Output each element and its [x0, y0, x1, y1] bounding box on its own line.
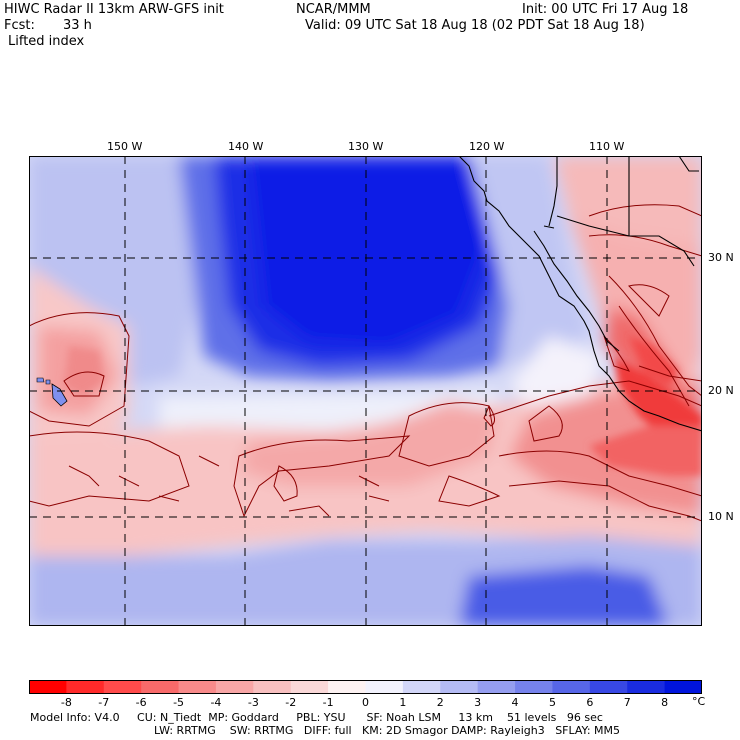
field-name: Lifted index [8, 34, 85, 49]
lon-label-120w: 120 W [469, 140, 505, 153]
colorbar-swatch [290, 680, 329, 694]
colorbar-tick-label: 4 [511, 696, 519, 709]
colorbar-tick-label: 7 [623, 696, 631, 709]
colorbar-tick-label: -6 [135, 696, 147, 709]
lifted-index-map [29, 156, 702, 626]
lifted-index-contours [29, 204, 702, 522]
colorbar-swatch [141, 680, 180, 694]
lon-label-140w: 140 W [228, 140, 264, 153]
colorbar-tick-label: 8 [661, 696, 669, 709]
lat-label-20n: 20 N [708, 384, 734, 397]
colorbar-frame [29, 680, 702, 694]
lon-label-130w: 130 W [348, 140, 384, 153]
colorbar-swatch [29, 680, 67, 694]
map-frame [29, 156, 702, 626]
hawaii-islands [36, 377, 68, 407]
lon-label-150w: 150 W [107, 140, 143, 153]
colorbar-swatch [477, 680, 516, 694]
colorbar-tick-label: 3 [474, 696, 482, 709]
colorbar-tick-label: -4 [210, 696, 222, 709]
colorbar-tick-label: 5 [548, 696, 556, 709]
graticule [29, 156, 702, 626]
model-title: HIWC Radar II 13km ARW-GFS init [4, 2, 224, 17]
field-shading [29, 156, 702, 626]
colorbar-swatch [402, 680, 441, 694]
lat-label-10n: 10 N [708, 510, 734, 523]
lat-label-30n: 30 N [708, 251, 734, 264]
colorbar-unit: °C [692, 695, 706, 708]
model-info-line1: Model Info: V4.0 CU: N_Tiedt MP: Goddard… [30, 711, 603, 724]
colorbar-swatch [664, 680, 702, 694]
colorbar-swatch [215, 680, 254, 694]
organization-label: NCAR/MMM [296, 2, 371, 17]
colorbar-tick-label: 2 [436, 696, 444, 709]
colorbar-tick-label: -1 [322, 696, 334, 709]
colorbar-tick-label: 1 [399, 696, 407, 709]
colorbar-tick-label: -7 [98, 696, 110, 709]
colorbar-tick-label: -8 [60, 696, 72, 709]
model-info-line2: LW: RRTMG SW: RRTMG DIFF: full KM: 2D Sm… [154, 724, 620, 737]
colorbar-tick-label: -5 [173, 696, 185, 709]
lon-label-110w: 110 W [589, 140, 625, 153]
colorbar-tick-label: 0 [362, 696, 369, 709]
colorbar-swatch [328, 680, 366, 694]
init-time: Init: 00 UTC Fri 17 Aug 18 [522, 2, 689, 17]
colorbar-swatch [365, 680, 404, 694]
valid-time: Valid: 09 UTC Sat 18 Aug 18 (02 PDT Sat … [305, 18, 645, 33]
colorbar-swatch [589, 680, 628, 694]
colorbar-tick-label: -3 [247, 696, 259, 709]
colorbar-swatch [440, 680, 479, 694]
forecast-hour: 33 h [63, 18, 92, 33]
coastline [458, 156, 702, 432]
colorbar-swatch [627, 680, 666, 694]
colorbar-swatch [515, 680, 553, 694]
colorbar-tick-label: 6 [586, 696, 594, 709]
colorbar-swatch [66, 680, 105, 694]
colorbar-swatch [253, 680, 292, 694]
colorbar-swatch [178, 680, 217, 694]
colorbar-tick-label: -2 [285, 696, 297, 709]
colorbar-swatch [552, 680, 591, 694]
colorbar [29, 680, 702, 694]
colorbar-swatch [103, 680, 142, 694]
forecast-label: Fcst: [4, 18, 35, 33]
